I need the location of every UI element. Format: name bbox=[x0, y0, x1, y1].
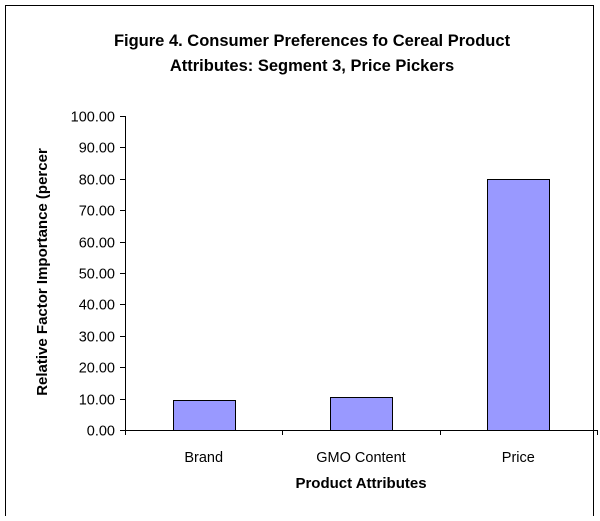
y-tick-label: 40.00 bbox=[79, 298, 115, 314]
y-axis-label: Relative Factor Importance (percer bbox=[34, 148, 51, 396]
bars-group bbox=[173, 179, 550, 431]
x-axis-ticks: Brand GMO Content Price bbox=[125, 430, 598, 466]
y-tick-label: 70.00 bbox=[79, 204, 115, 220]
y-tick-label: 90.00 bbox=[79, 141, 115, 157]
x-tick-label: Brand bbox=[184, 450, 223, 466]
bar-brand bbox=[173, 400, 236, 431]
bar-price bbox=[487, 179, 550, 431]
y-tick-label: 50.00 bbox=[79, 267, 115, 283]
x-tick-label: Price bbox=[502, 450, 535, 466]
x-axis-label: Product Attributes bbox=[295, 475, 426, 492]
chart-title-line-2: Attributes: Segment 3, Price Pickers bbox=[170, 57, 454, 75]
chart-title-line-1: Figure 4. Consumer Preferences fo Cereal… bbox=[114, 32, 511, 50]
y-tick-label: 10.00 bbox=[79, 393, 115, 409]
y-tick-label: 80.00 bbox=[79, 173, 115, 189]
y-tick-label: 60.00 bbox=[79, 236, 115, 252]
y-tick-label: 100.00 bbox=[71, 110, 115, 126]
y-axis-ticks: 0.00 10.00 20.00 30.00 40.00 50.00 60.00 70.00 8… bbox=[71, 110, 125, 440]
y-tick-label: 20.00 bbox=[79, 361, 115, 377]
y-tick-label: 30.00 bbox=[79, 330, 115, 346]
x-tick-label: GMO Content bbox=[316, 450, 405, 466]
y-tick-label: 0.00 bbox=[87, 424, 115, 440]
bar-gmo-content bbox=[330, 397, 393, 431]
